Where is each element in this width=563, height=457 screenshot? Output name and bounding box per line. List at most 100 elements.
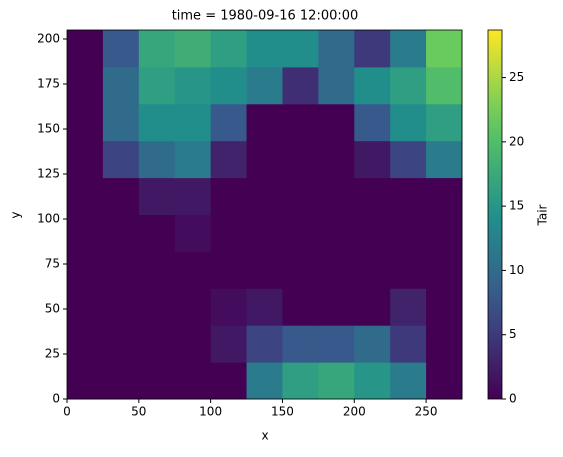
heatmap-cell: [138, 288, 176, 326]
chart-title: time = 1980-09-16 12:00:00: [172, 9, 359, 24]
heatmap-cell: [210, 325, 248, 363]
heatmap-cell: [210, 103, 248, 142]
heatmap-cell: [174, 288, 212, 326]
heatmap-cell: [246, 140, 283, 179]
heatmap-cell: [174, 325, 212, 363]
heatmap-cell: [246, 214, 283, 252]
heatmap-cell: [246, 103, 283, 142]
heatmap-cell: [318, 362, 355, 400]
heatmap-cell: [102, 325, 140, 363]
heatmap-cell: [210, 251, 248, 289]
heatmap-cell: [354, 66, 391, 105]
heatmap-cell: [426, 362, 463, 400]
heatmap-cell: [390, 103, 427, 142]
y-tick-label: 75: [45, 257, 60, 271]
heatmap-cell: [426, 66, 463, 105]
x-tick-label: 250: [415, 405, 438, 419]
heatmap-cell: [318, 325, 355, 363]
heatmap-cell: [67, 251, 104, 289]
heatmap-cell: [210, 362, 248, 400]
heatmap-cell: [174, 30, 212, 68]
heatmap-cell: [282, 362, 319, 400]
heatmap-cell: [102, 214, 140, 252]
heatmap-cell: [174, 362, 212, 400]
heatmap-cell: [318, 30, 355, 68]
heatmap-cell: [102, 362, 140, 400]
plot-frame: [66, 29, 463, 400]
heatmap-cell: [390, 251, 427, 289]
heatmap-cell: [282, 140, 319, 179]
x-tick-label: 150: [271, 405, 294, 419]
heatmap-cell: [318, 66, 355, 105]
y-tick-label: 100: [37, 212, 60, 226]
heatmap-cell: [67, 288, 104, 326]
heatmap-cell: [210, 177, 248, 215]
y-axis-label: y: [9, 211, 23, 218]
heatmap-cell: [282, 103, 319, 142]
heatmap-cell: [67, 103, 104, 142]
heatmap-cell: [354, 177, 391, 215]
heatmap-cell: [102, 177, 140, 215]
heatmap-cell: [246, 30, 283, 68]
heatmap-cell: [390, 66, 427, 105]
y-tick-label: 125: [37, 167, 60, 181]
heatmap-cell: [282, 66, 319, 105]
heatmap-cell: [282, 251, 319, 289]
heatmap-cell: [426, 251, 463, 289]
heatmap-cell: [426, 103, 463, 142]
heatmap-cell: [102, 66, 140, 105]
y-tick-label: 25: [45, 347, 60, 361]
heatmap-cell: [354, 103, 391, 142]
x-tick-label: 0: [63, 405, 71, 419]
x-tick-label: 200: [343, 405, 366, 419]
heatmap-cell: [210, 288, 248, 326]
heatmap-cell: [426, 214, 463, 252]
colorbar-tick-label: 20: [509, 134, 524, 148]
heatmap-cell: [426, 140, 463, 179]
heatmap-cell: [354, 325, 391, 363]
heatmap-cell: [246, 66, 283, 105]
heatmap-cell: [354, 288, 391, 326]
heatmap-cell: [390, 325, 427, 363]
heatmap-cell: [138, 30, 176, 68]
y-tick-label: 200: [37, 32, 60, 46]
heatmap-cell: [102, 288, 140, 326]
heatmap-cell: [354, 251, 391, 289]
heatmap-cell: [282, 214, 319, 252]
colorbar-tick-label: 15: [509, 199, 524, 213]
heatmap-cell: [318, 177, 355, 215]
heatmap-cell: [138, 177, 176, 215]
heatmap-cell: [138, 251, 176, 289]
heatmap-cell: [210, 66, 248, 105]
heatmap-cell: [246, 362, 283, 400]
heatmap-cell: [138, 140, 176, 179]
heatmap-cell: [174, 214, 212, 252]
heatmap-cell: [67, 362, 104, 400]
heatmap-cell: [67, 214, 104, 252]
heatmap-cell: [174, 103, 212, 142]
heatmap-cell: [102, 103, 140, 142]
heatmap-cell: [67, 177, 104, 215]
colorbar-tick-label: 10: [509, 263, 524, 277]
heatmap-cell: [102, 251, 140, 289]
y-tick-label: 0: [52, 392, 60, 406]
colorbar: [487, 29, 503, 400]
y-tick-label: 50: [45, 302, 60, 316]
x-tick-label: 100: [199, 405, 222, 419]
heatmap-cell: [67, 30, 104, 68]
heatmap-cell: [138, 362, 176, 400]
heatmap-cell: [246, 288, 283, 326]
heatmap-cell: [138, 66, 176, 105]
heatmap-cell: [138, 214, 176, 252]
heatmap-cell: [426, 177, 463, 215]
heatmap-cell: [318, 288, 355, 326]
heatmap-cell: [246, 325, 283, 363]
heatmap-cell: [138, 103, 176, 142]
heatmap-cell: [67, 66, 104, 105]
heatmap-cell: [138, 325, 176, 363]
x-axis-label: x: [261, 429, 268, 443]
heatmap-cell: [67, 140, 104, 179]
y-tick-label: 175: [37, 77, 60, 91]
colorbar-label: Tair: [536, 204, 550, 226]
heatmap-cell: [102, 30, 140, 68]
